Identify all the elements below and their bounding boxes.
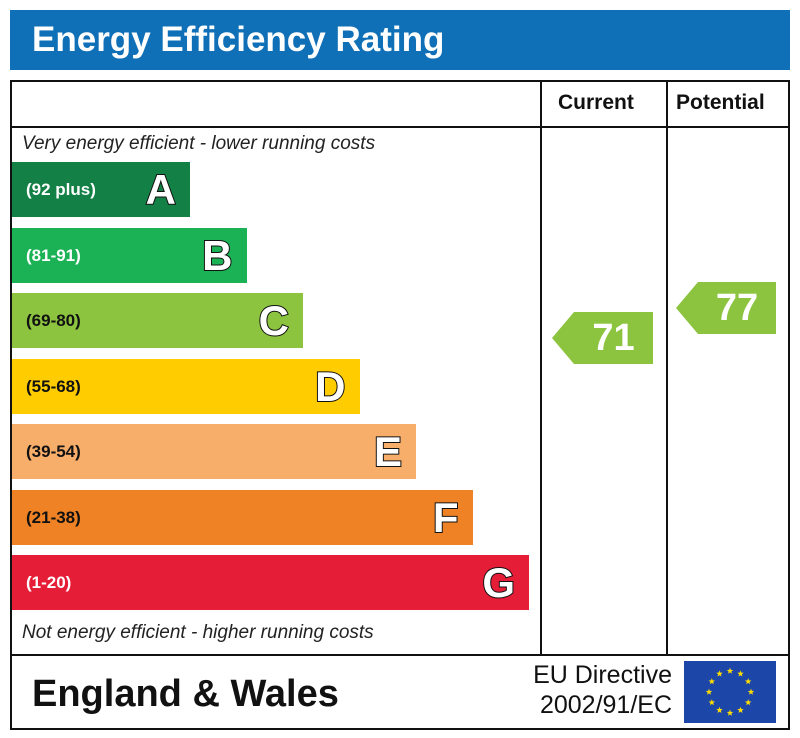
eu-star-icon — [744, 678, 752, 685]
footer-divider — [10, 654, 790, 656]
band-letter: G — [481, 558, 516, 607]
band-range-label: (55-68) — [26, 376, 81, 396]
eu-star-icon — [716, 706, 723, 713]
band-range-label: (69-80) — [26, 311, 81, 330]
band-range-label: (92 plus) — [26, 180, 96, 199]
rating-band-a: (92 plus) A — [12, 162, 190, 217]
bottom-caption: Not energy efficient - higher running co… — [22, 622, 374, 643]
title-bar: Energy Efficiency Rating — [10, 10, 790, 70]
column-divider-current — [540, 80, 542, 655]
rating-band-c: (69-80) C — [12, 293, 303, 348]
rating-band-f: (21-38) F — [12, 489, 473, 545]
eu-star-icon — [726, 709, 734, 716]
rating-band-b: (81-91) B — [12, 227, 247, 283]
eu-star-icon — [744, 699, 752, 706]
band-letter: F — [432, 493, 460, 542]
eu-star-icon — [726, 667, 734, 674]
band-letter: E — [373, 427, 403, 476]
rating-arrow-polygon — [676, 282, 776, 334]
band-letter: C — [258, 296, 290, 345]
rating-arrow-shape — [676, 282, 776, 334]
band-letter: A — [145, 165, 177, 214]
header-divider — [10, 126, 790, 128]
band-letter: D — [314, 362, 346, 411]
rating-arrow-shape — [552, 312, 653, 364]
eu-stars-ring — [705, 667, 755, 716]
rating-band-d: (55-68) D — [12, 358, 360, 414]
potential-rating-value: 77 — [715, 287, 759, 329]
page-title: Energy Efficiency Rating — [32, 20, 445, 59]
eu-star-icon — [737, 706, 744, 713]
top-caption: Very energy efficient - lower running co… — [22, 133, 376, 154]
band-letter: B — [201, 231, 233, 280]
directive-line-1: EU Directive — [533, 661, 672, 689]
current-column-header: Current — [558, 91, 634, 114]
eu-star-icon — [708, 678, 716, 685]
eu-star-icon — [747, 688, 755, 695]
band-range-label: (1-20) — [26, 573, 72, 592]
eu-star-icon — [737, 670, 744, 677]
potential-rating-arrow: 77 — [676, 282, 776, 334]
rating-arrow-polygon — [552, 312, 653, 364]
rating-frame — [10, 80, 790, 730]
potential-column-header: Potential — [676, 91, 765, 114]
band-range-label: (21-38) — [26, 507, 81, 527]
band-range-label: (39-54) — [26, 442, 81, 461]
rating-band-e: (39-54) E — [12, 424, 416, 479]
current-rating-arrow: 71 — [552, 312, 653, 364]
eu-star-icon — [716, 670, 723, 677]
band-range-label: (81-91) — [26, 245, 81, 265]
eu-star-icon — [705, 688, 713, 695]
directive-line-2: 2002/91/EC — [539, 691, 672, 719]
eu-star-icon — [708, 699, 716, 706]
column-divider-potential — [666, 80, 668, 655]
eu-directive: EU Directive 2002/91/EC — [533, 660, 672, 720]
current-rating-value: 71 — [592, 317, 635, 359]
region-label: England & Wales — [32, 673, 339, 715]
eu-flag-icon — [684, 661, 776, 723]
rating-band-g: (1-20) G — [12, 555, 529, 610]
